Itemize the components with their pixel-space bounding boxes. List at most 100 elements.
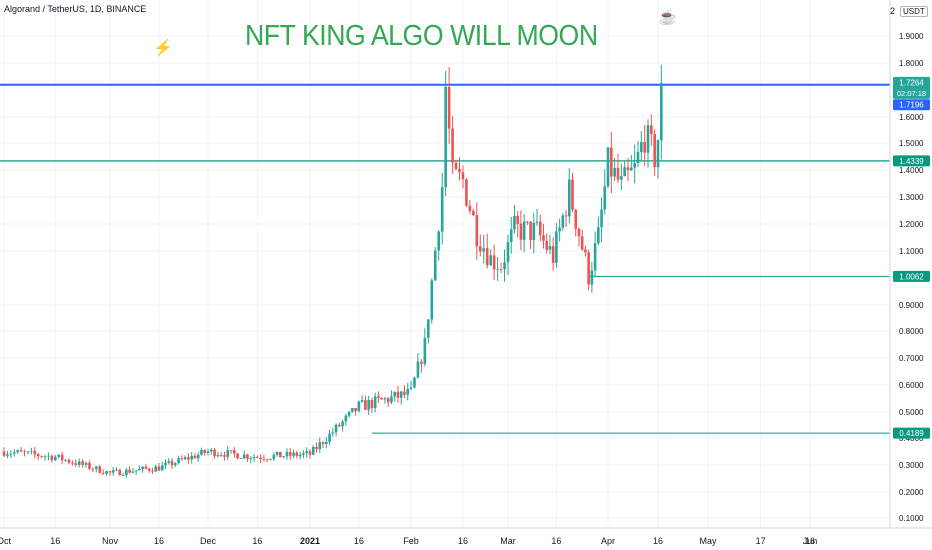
x-tick-label: 16: [154, 536, 164, 546]
candle-body: [334, 424, 338, 433]
lightning-bolt-icon: ⚡: [153, 40, 173, 57]
x-tick-label: Feb: [403, 536, 419, 546]
candle-body: [451, 128, 454, 163]
candle-body: [393, 391, 397, 397]
candle-body: [47, 455, 50, 457]
candle-body: [440, 187, 444, 232]
candle-body: [427, 319, 430, 338]
candle-body: [465, 179, 468, 206]
x-tick-label: 16: [805, 536, 815, 546]
candle-body: [239, 458, 243, 460]
candle-body: [516, 215, 519, 224]
candle-body: [420, 361, 423, 364]
candle-body: [396, 391, 400, 398]
candle-body: [213, 449, 216, 457]
y-tick-label: 1.3000: [899, 193, 924, 202]
candle-body: [77, 461, 81, 465]
candle-body: [180, 458, 184, 460]
candle-body: [209, 449, 213, 452]
candle-body: [50, 455, 54, 461]
candle-body: [246, 454, 249, 459]
price-label-box: [893, 427, 930, 439]
price-label-text: 1.0062: [899, 272, 924, 281]
candle-body: [262, 458, 266, 460]
candle-body: [216, 455, 220, 457]
candle-body: [174, 463, 177, 466]
x-tick-label: Dec: [200, 536, 217, 546]
y-tick-label: 0.9000: [899, 301, 924, 310]
candle-body: [292, 452, 295, 456]
candle-body: [367, 400, 370, 410]
candle-body: [318, 442, 322, 450]
candle-body: [613, 167, 616, 177]
candle-body: [206, 451, 210, 454]
price-label-countdown: 02:07:18: [897, 89, 926, 98]
candle-body: [640, 141, 643, 152]
candle-body: [590, 270, 594, 285]
candle-body: [12, 452, 16, 454]
candle-body: [328, 433, 331, 442]
candle-body: [574, 209, 578, 229]
candle-body: [650, 125, 653, 134]
candle-body: [71, 462, 74, 464]
coffee-cup-icon: ☕: [658, 9, 677, 26]
candle-body: [606, 147, 610, 187]
candle-body: [226, 450, 230, 457]
candle-body: [626, 167, 630, 171]
y-tick-label: 0.6000: [899, 381, 924, 390]
candle-body: [660, 82, 663, 141]
time-axis[interactable]: Oct 16 Nov 16 Dec 16 2021 16 Feb 16 Mar 16 Apr 16 May 1…: [0, 536, 817, 546]
candle-body: [458, 168, 461, 173]
candle-body: [305, 451, 309, 454]
candle-body: [603, 186, 607, 210]
candle-body: [252, 457, 256, 459]
candle-body: [357, 401, 361, 412]
candle-body: [370, 400, 374, 409]
candle-body: [134, 470, 138, 472]
candle-body: [242, 454, 246, 459]
candle-body: [600, 209, 603, 228]
price-label-box: [893, 99, 930, 111]
gridlines: [0, 0, 890, 528]
axis-top-value: 2: [890, 6, 896, 16]
candle-body: [16, 450, 19, 453]
candle-body: [6, 454, 9, 456]
candle-body: [43, 456, 47, 458]
candle-body: [282, 456, 285, 458]
y-tick-label: 1.1000: [899, 247, 924, 256]
candle-body: [616, 167, 620, 180]
candle-body: [558, 227, 561, 232]
candle-body: [409, 387, 413, 389]
y-tick-label: 1.9000: [899, 32, 924, 41]
candlesticks: [2, 64, 663, 478]
candle-body: [620, 176, 623, 180]
x-tick-label: May: [699, 536, 717, 546]
candle-body: [377, 396, 380, 398]
candle-body: [373, 396, 377, 409]
y-tick-label: 1.5000: [899, 139, 924, 148]
candle-body: [485, 248, 489, 266]
x-tick-label: 16: [354, 536, 364, 546]
candle-body: [167, 461, 171, 463]
y-tick-label: 0.5000: [899, 408, 924, 417]
candle-body: [288, 451, 292, 456]
candle-body: [341, 421, 344, 427]
candle-body: [538, 221, 542, 236]
candle-body: [567, 179, 571, 217]
candle-body: [643, 141, 646, 153]
candle-body: [84, 462, 88, 465]
candle-body: [564, 215, 568, 217]
candle-body: [170, 461, 174, 466]
candle-body: [430, 280, 434, 320]
candle-body: [513, 215, 516, 230]
currency-badge[interactable]: USDT: [900, 6, 928, 17]
candle-body: [416, 361, 420, 378]
candle-body: [347, 411, 351, 416]
candle-body: [160, 465, 164, 471]
candle-body: [324, 441, 328, 445]
candle-body: [653, 133, 656, 168]
candle-body: [108, 471, 112, 473]
candle-body: [125, 469, 128, 475]
candle-body: [138, 468, 141, 471]
